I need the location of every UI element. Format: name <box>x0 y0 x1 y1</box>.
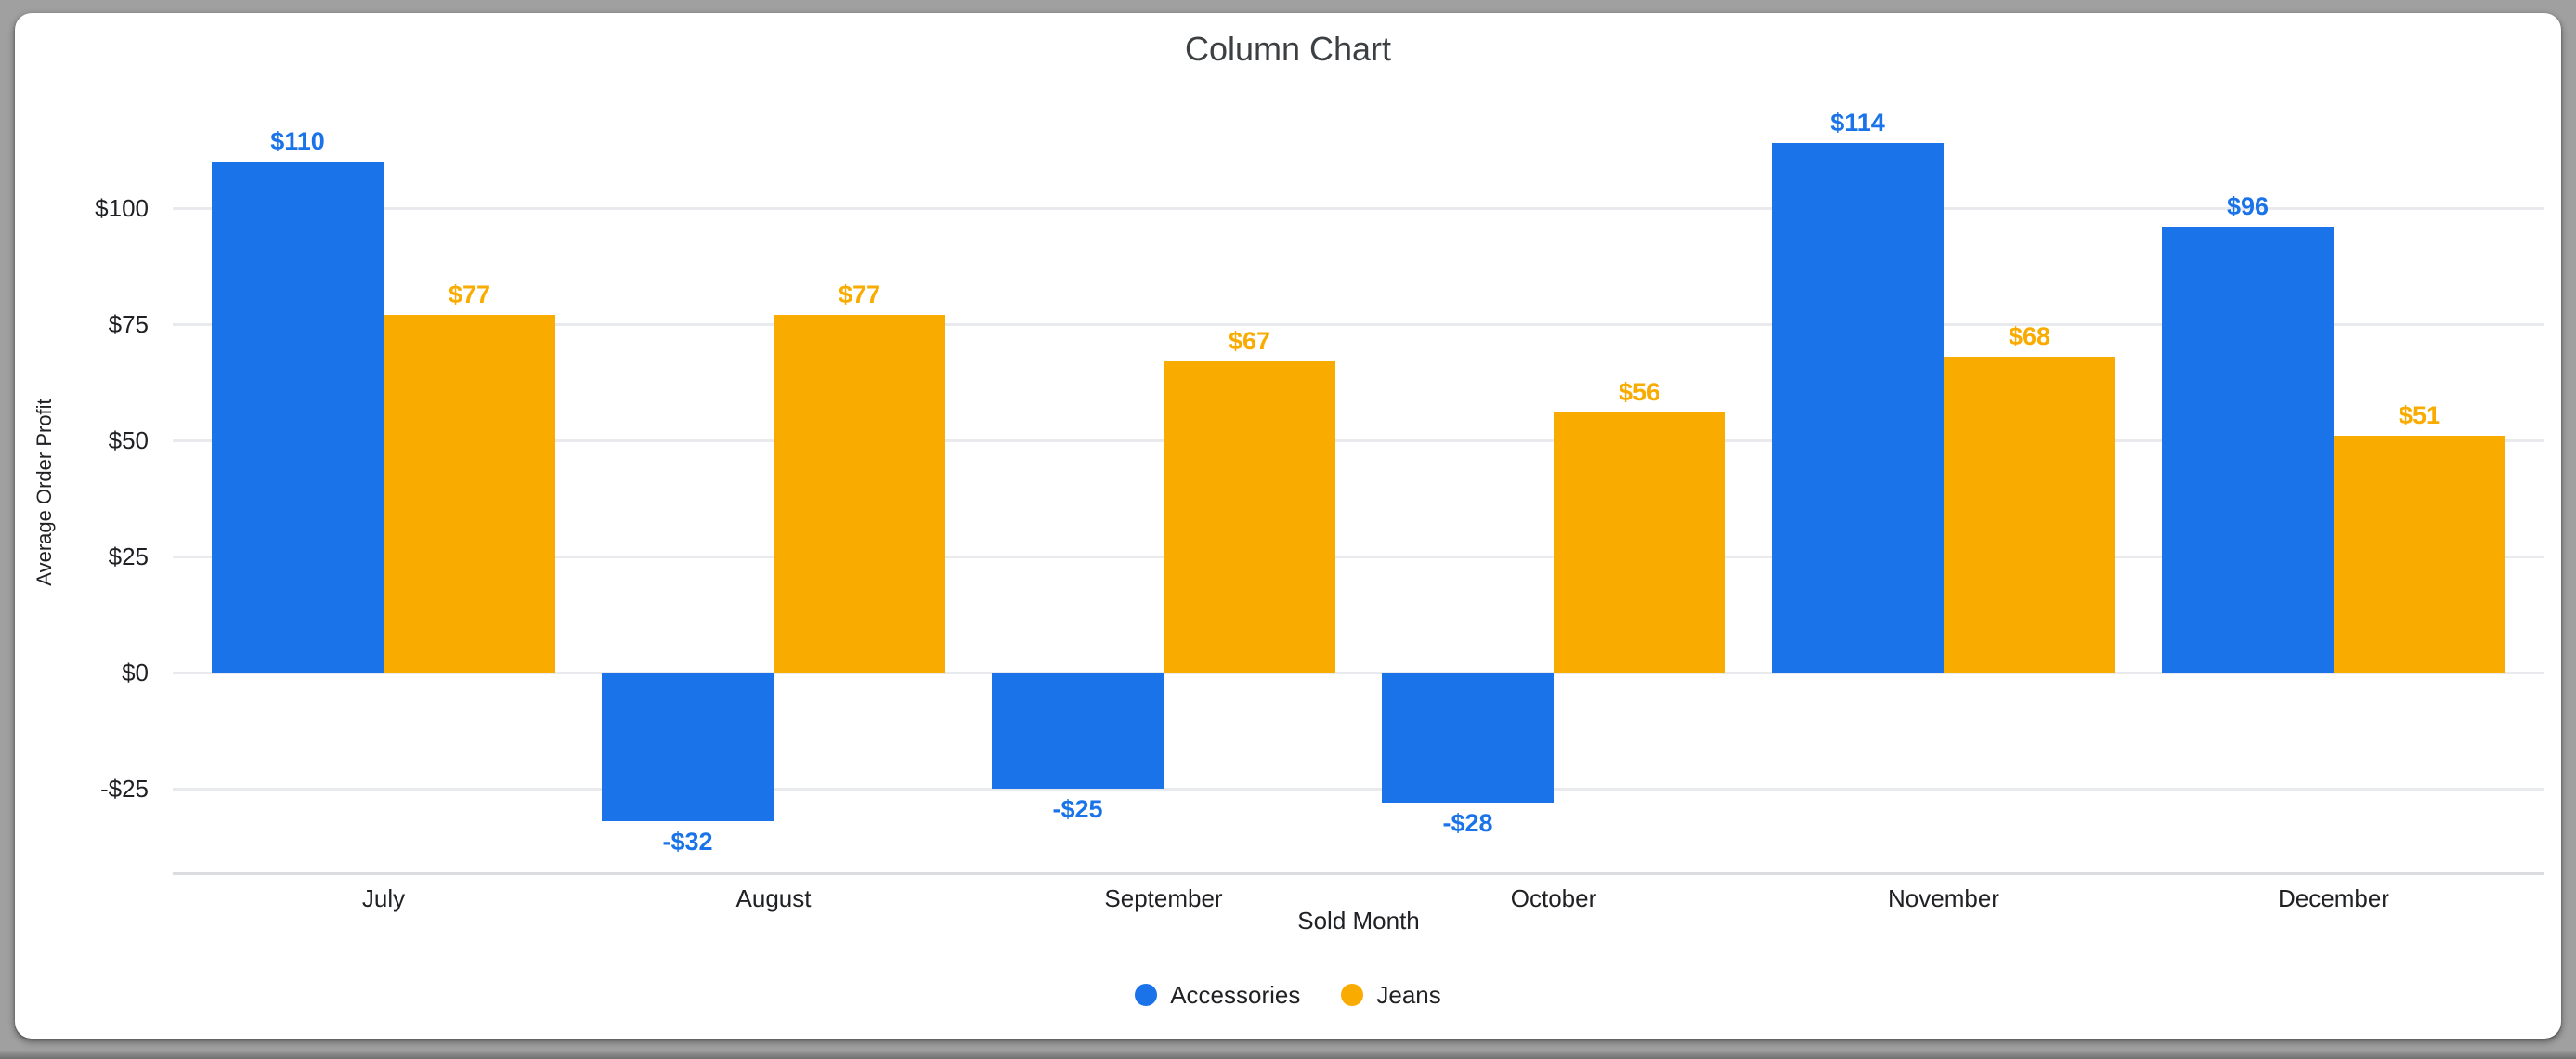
gridline-$50 <box>173 439 2544 442</box>
chart-title: Column Chart <box>1184 30 1392 68</box>
legend-label: Accessories <box>1170 980 1301 1009</box>
legend-item-jeans[interactable]: Jeans <box>1341 980 1441 1010</box>
bar-value-label: -$25 <box>1052 795 1103 823</box>
bar-value-label: $96 <box>2226 192 2270 220</box>
legend-label: Jeans <box>1376 980 1441 1009</box>
y-tick-label: -$25 <box>99 775 149 803</box>
legend: Accessories Jeans <box>15 980 2561 1010</box>
legend-color-dot <box>1135 984 1158 1006</box>
x-tick-label-december: December <box>2278 884 2389 912</box>
bar-value-label: $110 <box>270 127 325 155</box>
y-tick-label: $25 <box>108 543 149 570</box>
x-tick-label-august: August <box>735 884 812 912</box>
gridline-$75 <box>173 323 2544 326</box>
plot-area: $100 $75 $50 $25 $0 -$25 $110 $77 July -$32 $77 Aug… <box>15 13 2561 1039</box>
bar-value-label: $68 <box>2008 322 2051 350</box>
y-tick-label: $50 <box>108 426 149 454</box>
bar-accessories-december[interactable] <box>2162 227 2334 673</box>
bar-accessories-september[interactable] <box>992 673 1164 789</box>
gridline--$25 <box>173 788 2544 791</box>
x-tick-label-july: July <box>361 884 406 912</box>
x-tick-label-november: November <box>1888 884 1999 912</box>
gridline-$25 <box>173 556 2544 558</box>
bar-value-label: $77 <box>838 281 881 308</box>
y-tick-label: $75 <box>108 310 149 338</box>
bar-value-label: $56 <box>1618 378 1661 406</box>
bar-accessories-august[interactable] <box>602 673 774 821</box>
bar-value-label: -$28 <box>1442 809 1493 837</box>
legend-item-accessories[interactable]: Accessories <box>1135 981 1300 1010</box>
x-axis-title: Sold Month <box>1297 907 1420 935</box>
y-tick-label: $0 <box>122 659 149 686</box>
bar-jeans-november[interactable] <box>1944 357 2115 673</box>
bar-value-label: -$32 <box>662 828 713 856</box>
gridline-$0 <box>173 672 2544 674</box>
window-bottom-shadow <box>0 1050 2576 1059</box>
bar-value-label: $67 <box>1228 327 1271 355</box>
y-tick-label: $100 <box>95 194 149 222</box>
chart-card: Column Chart Average Order Profit $100 $7… <box>15 13 2561 1039</box>
bar-jeans-august[interactable] <box>774 315 945 673</box>
x-tick-label-september: September <box>1104 884 1223 912</box>
bar-jeans-july[interactable] <box>384 315 555 673</box>
bar-accessories-november[interactable] <box>1772 143 1944 673</box>
bar-accessories-july[interactable] <box>212 162 384 673</box>
bar-jeans-september[interactable] <box>1164 361 1335 673</box>
bar-value-label: $114 <box>1830 109 1885 137</box>
bar-accessories-october[interactable] <box>1382 673 1554 803</box>
bar-jeans-december[interactable] <box>2334 436 2505 673</box>
x-tick-label-october: October <box>1510 884 1597 912</box>
x-axis-line <box>173 872 2544 875</box>
legend-color-dot <box>1341 984 1364 1006</box>
bar-value-label: $77 <box>448 281 491 308</box>
bar-jeans-october[interactable] <box>1554 412 1725 673</box>
gridline-$100 <box>173 207 2544 210</box>
bar-value-label: $51 <box>2398 401 2441 429</box>
